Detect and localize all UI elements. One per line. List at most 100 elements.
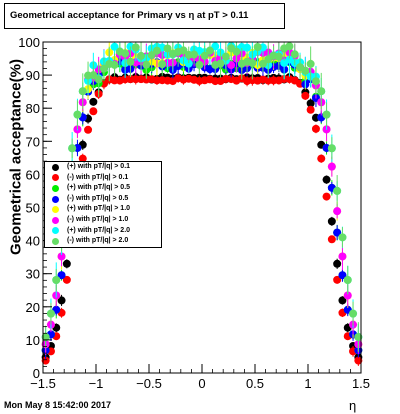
legend-label: (+) with pT/|q| > 0.1 bbox=[67, 163, 131, 170]
data-point bbox=[248, 58, 257, 67]
data-point bbox=[41, 356, 50, 365]
data-point bbox=[327, 144, 336, 153]
data-point bbox=[285, 42, 294, 51]
y-tick-label: 30 bbox=[26, 267, 40, 282]
data-point bbox=[306, 105, 315, 114]
series-1 bbox=[41, 73, 363, 366]
legend-label: (-) with pT/|q| > 1.0 bbox=[67, 215, 129, 223]
data-point bbox=[152, 46, 161, 55]
data-point bbox=[195, 60, 204, 69]
x-tick-label: 0.5 bbox=[246, 376, 264, 391]
legend-marker bbox=[52, 216, 59, 224]
data-point bbox=[333, 228, 342, 237]
data-point bbox=[62, 275, 71, 284]
legend-item: (-) with pT/|q| > 1.0 bbox=[45, 215, 161, 226]
legend-label: (+) with pT/|q| > 0.5 bbox=[67, 184, 131, 192]
legend-item: (-) with pT/|q| > 2.0 bbox=[45, 236, 161, 247]
data-point bbox=[338, 252, 347, 261]
legend-marker bbox=[52, 237, 59, 245]
data-point bbox=[317, 154, 326, 163]
data-point bbox=[62, 259, 71, 268]
legend-item: (-) with pT/|q| > 0.1 bbox=[45, 173, 161, 184]
data-point bbox=[343, 291, 352, 300]
legend-item: (+) with pT/|q| > 1.0 bbox=[45, 204, 161, 215]
data-point bbox=[179, 46, 188, 55]
data-point bbox=[306, 99, 315, 108]
data-point bbox=[301, 66, 310, 75]
data-point bbox=[142, 60, 151, 69]
y-tick-label: 80 bbox=[26, 101, 40, 116]
chart-legend: (+) with pT/|q| > 0.1 (-) with pT/|q| > 0… bbox=[44, 161, 162, 248]
data-point bbox=[343, 275, 352, 284]
y-tick-label: 0 bbox=[33, 366, 40, 381]
legend-label: (-) with pT/|q| > 2.0 bbox=[67, 237, 129, 245]
legend-item: (+) with pT/|q| > 0.1 bbox=[45, 162, 161, 173]
data-point bbox=[311, 77, 320, 86]
y-tick-label: 20 bbox=[26, 300, 40, 315]
data-point bbox=[338, 296, 347, 305]
data-point bbox=[78, 87, 87, 96]
data-point bbox=[110, 42, 119, 51]
data-point bbox=[306, 59, 315, 68]
y-tick-label: 70 bbox=[26, 134, 40, 149]
chart-marks bbox=[41, 41, 363, 366]
legend-marker bbox=[52, 227, 59, 235]
data-point bbox=[190, 50, 199, 59]
data-point bbox=[354, 333, 363, 342]
legend-label: (-) with pT/|q| > 0.1 bbox=[67, 173, 129, 181]
data-point bbox=[184, 59, 193, 68]
legend-marker bbox=[52, 206, 59, 214]
footer-date: Mon May 8 15:42:00 2017 bbox=[4, 400, 112, 410]
data-point bbox=[317, 87, 326, 96]
x-tick-label: −1 bbox=[89, 376, 104, 391]
x-tick-label: 1.5 bbox=[352, 376, 370, 391]
data-point bbox=[126, 57, 135, 66]
data-point bbox=[333, 275, 342, 284]
legend-marker bbox=[52, 184, 59, 192]
data-point bbox=[333, 186, 342, 195]
x-tick-label: 0 bbox=[198, 376, 205, 391]
data-point bbox=[327, 235, 336, 244]
y-tick-label: 50 bbox=[26, 201, 40, 216]
legend-marker bbox=[52, 195, 59, 203]
x-tick-label: −0.5 bbox=[136, 376, 162, 391]
data-point bbox=[158, 60, 167, 69]
legend-label: (-) with pT/|q| > 0.5 bbox=[67, 194, 129, 202]
data-point bbox=[216, 59, 225, 68]
legend-item: (+) with pT/|q| > 0.5 bbox=[45, 183, 161, 194]
data-point bbox=[322, 110, 331, 119]
data-point bbox=[137, 51, 146, 60]
data-point bbox=[131, 43, 140, 52]
data-point bbox=[41, 333, 50, 342]
data-point bbox=[221, 52, 230, 61]
data-point bbox=[94, 75, 103, 84]
data-point bbox=[338, 271, 347, 280]
data-point bbox=[147, 51, 156, 60]
y-tick-label: 100 bbox=[18, 35, 40, 50]
data-point bbox=[68, 144, 77, 153]
y-tick-label: 90 bbox=[26, 68, 40, 83]
data-point bbox=[333, 207, 342, 216]
data-point bbox=[243, 43, 252, 52]
data-point bbox=[89, 107, 98, 116]
y-tick-label: 10 bbox=[26, 333, 40, 348]
legend-item: (+) with pT/|q| > 2.0 bbox=[45, 226, 161, 237]
x-tick-label: 1 bbox=[304, 376, 311, 391]
data-point bbox=[338, 233, 347, 242]
y-axis-label: Geometrical acceptance(%) bbox=[7, 59, 25, 255]
data-point bbox=[163, 44, 172, 53]
data-point bbox=[258, 59, 267, 68]
data-point bbox=[327, 217, 336, 226]
legend-marker bbox=[52, 163, 59, 171]
data-point bbox=[57, 271, 66, 280]
data-point bbox=[327, 162, 336, 171]
data-point bbox=[89, 97, 98, 106]
y-tick-label: 60 bbox=[26, 167, 40, 182]
legend-label: (+) with pT/|q| > 1.0 bbox=[67, 205, 131, 213]
data-point bbox=[99, 64, 108, 73]
data-point bbox=[232, 47, 241, 56]
y-tick-label: 40 bbox=[26, 234, 40, 249]
data-point bbox=[322, 175, 331, 184]
data-point bbox=[52, 275, 61, 284]
